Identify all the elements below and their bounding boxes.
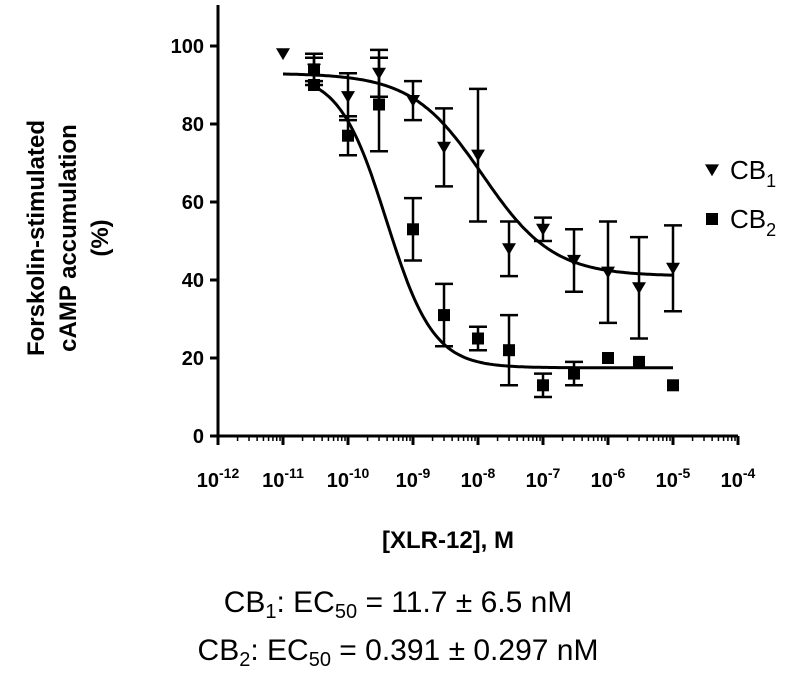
y-tick-label: 0	[193, 426, 204, 448]
legend-label: CB2	[730, 204, 776, 240]
y-tick-label: 60	[182, 192, 204, 214]
data-point-square	[308, 79, 321, 91]
data-point-triangle	[666, 262, 680, 275]
x-tick-label: 10-12	[197, 465, 240, 492]
data-point-triangle	[406, 95, 420, 107]
data-point-square	[308, 63, 321, 76]
legend-label: CB1	[730, 155, 776, 191]
y-tick-label: 40	[182, 270, 204, 292]
data-point-square	[537, 379, 549, 392]
data-point-triangle	[601, 266, 615, 279]
data-point-triangle	[341, 91, 355, 103]
data-point-square	[706, 213, 718, 225]
data-point-triangle	[502, 243, 517, 256]
y-axis-title-line: Forskolin-stimulated	[23, 120, 50, 356]
fit-curve-square	[313, 84, 673, 370]
x-tick-label: 10-7	[526, 465, 561, 492]
data-point-triangle	[276, 48, 290, 61]
data-point-square	[438, 309, 451, 322]
data-point-triangle	[705, 164, 719, 177]
ec50-cb2-text: CB2: EC50 = 0.391 ± 0.297 nM	[197, 634, 599, 671]
x-tick-label: 10-4	[721, 465, 756, 492]
data-point-square	[407, 223, 419, 236]
x-tick-label: 10-9	[396, 465, 431, 492]
y-axis-title-line: cAMP accumulation	[55, 124, 82, 352]
data-point-square	[568, 367, 581, 380]
axes	[210, 5, 740, 445]
data-point-square	[503, 344, 516, 357]
data-point-square	[602, 352, 614, 364]
axis-labels: 0 20 40 60 80 100 10-12 10-11 10-10 10-9 10-8 10-7 1…	[23, 36, 756, 554]
y-tick-label: 100	[171, 36, 204, 58]
data-point-triangle	[632, 282, 647, 295]
data-point-triangle	[567, 254, 582, 267]
x-axis-title: [XLR-12], M	[382, 527, 514, 554]
data-point-square	[342, 129, 354, 142]
ec50-cb1-text: CB1: EC50 = 11.7 ± 6.5 nM	[223, 586, 573, 623]
data-point-square	[373, 98, 386, 111]
data-point-triangle	[536, 223, 550, 236]
y-tick-label: 20	[182, 348, 204, 370]
data-point-triangle	[437, 141, 452, 154]
data-points	[276, 48, 682, 399]
data-point-square	[667, 379, 679, 392]
x-tick-label: 10-10	[327, 465, 370, 492]
data-point-triangle	[471, 149, 485, 162]
y-tick-label: 80	[182, 114, 204, 136]
x-tick-label: 10-6	[591, 465, 626, 492]
x-tick-label: 10-11	[262, 465, 304, 492]
y-axis-title-line: (%)	[87, 219, 114, 256]
x-tick-label: 10-5	[656, 465, 691, 492]
data-point-square	[472, 332, 484, 345]
x-tick-label: 10-8	[461, 465, 496, 492]
data-point-square	[633, 355, 646, 368]
